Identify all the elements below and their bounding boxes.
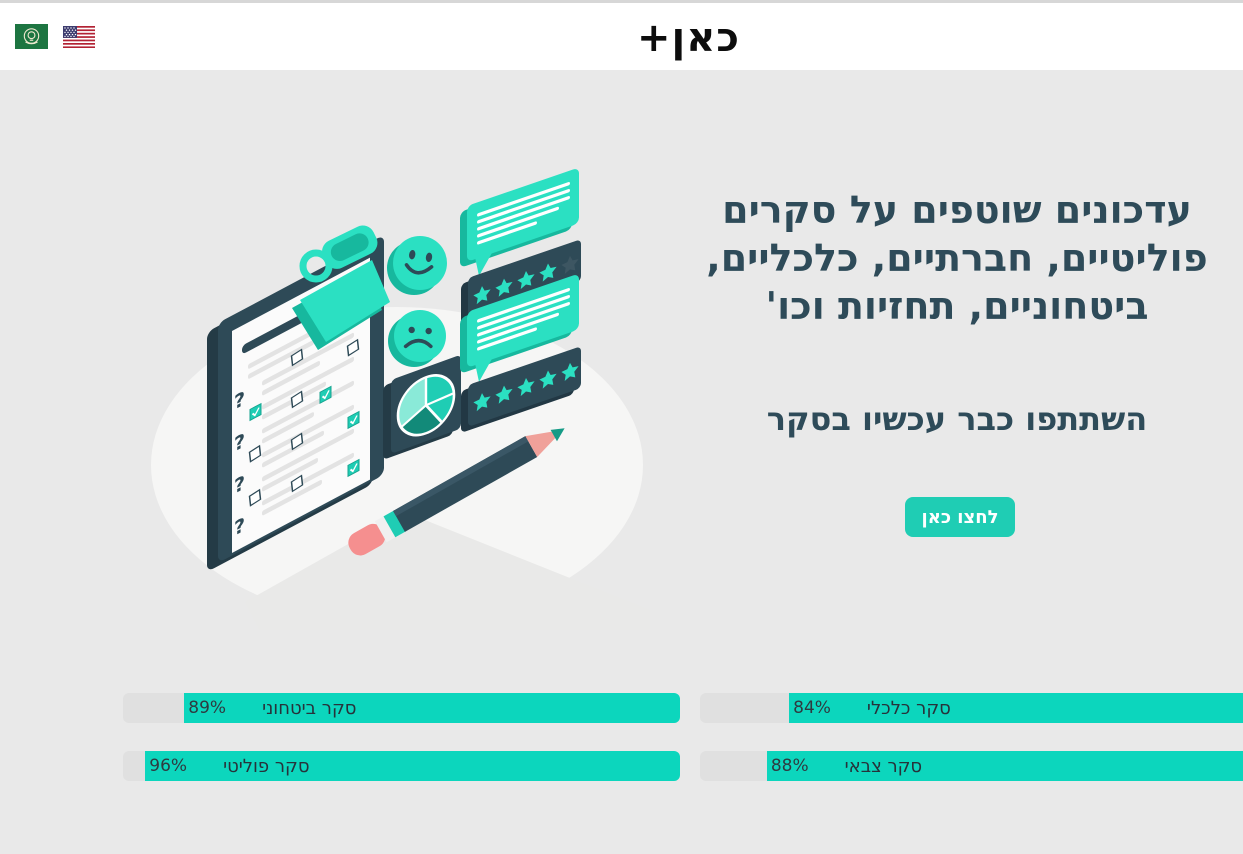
survey-bar-fill: 96% סקר פוליטי: [145, 751, 680, 781]
happy-face-icon: [387, 236, 447, 295]
header: כאן+: [0, 3, 1243, 70]
survey-stats: 89% סקר ביטחוני 84% סקר כלכלי 96% סקר פו…: [123, 693, 1243, 781]
clipboard: ?? ??: [207, 225, 390, 570]
usa-flag-icon[interactable]: [63, 25, 95, 48]
survey-bar: 88% סקר צבאי: [700, 751, 1243, 781]
survey-label: סקר פוליטי: [223, 755, 310, 777]
language-switcher: [15, 24, 95, 49]
sad-face-icon: [388, 310, 446, 367]
survey-bar: 89% סקר ביטחוני: [123, 693, 680, 723]
hero-subheading: השתתפו כבר עכשיו בסקר: [766, 400, 1148, 438]
star-rating-icon: [461, 347, 581, 432]
pencil-icon: [348, 428, 565, 556]
survey-bar-fill: 89% סקר ביטחוני: [184, 693, 680, 723]
svg-text:?: ?: [234, 428, 245, 456]
cta-button[interactable]: לחצו כאן: [905, 497, 1015, 537]
cast-shadow: [245, 512, 650, 630]
survey-bar: 84% סקר כלכלי: [700, 693, 1243, 723]
site-logo[interactable]: כאן+: [637, 15, 741, 61]
survey-label: סקר כלכלי: [866, 697, 951, 719]
survey-label: סקר ביטחוני: [262, 697, 357, 719]
svg-text:?: ?: [234, 512, 245, 540]
survey-percent: 88%: [770, 756, 809, 776]
pie-chart-icon: [383, 356, 461, 459]
clipboard-clip: [292, 225, 390, 350]
hero-heading: עדכונים שוטפים על סקרים פוליטיים, חברתיי…: [706, 188, 1208, 328]
survey-bar-fill: 88% סקר צבאי: [766, 751, 1243, 781]
survey-bar-fill: 84% סקר כלכלי: [789, 693, 1243, 723]
survey-percent: 84%: [793, 698, 831, 718]
arab-league-flag-icon[interactable]: [15, 24, 48, 49]
svg-text:?: ?: [234, 470, 245, 498]
survey-percent: 89%: [188, 698, 227, 718]
svg-text:?: ?: [234, 386, 245, 414]
top-divider: [0, 0, 1243, 3]
survey-percent: 96%: [149, 756, 188, 776]
speech-bubble-icon: [460, 275, 579, 382]
speech-bubble-icon: [460, 169, 579, 276]
survey-bar: 96% סקר פוליטי: [123, 751, 680, 781]
survey-illustration: ?? ??: [151, 169, 650, 630]
survey-label: סקר צבאי: [844, 755, 923, 777]
